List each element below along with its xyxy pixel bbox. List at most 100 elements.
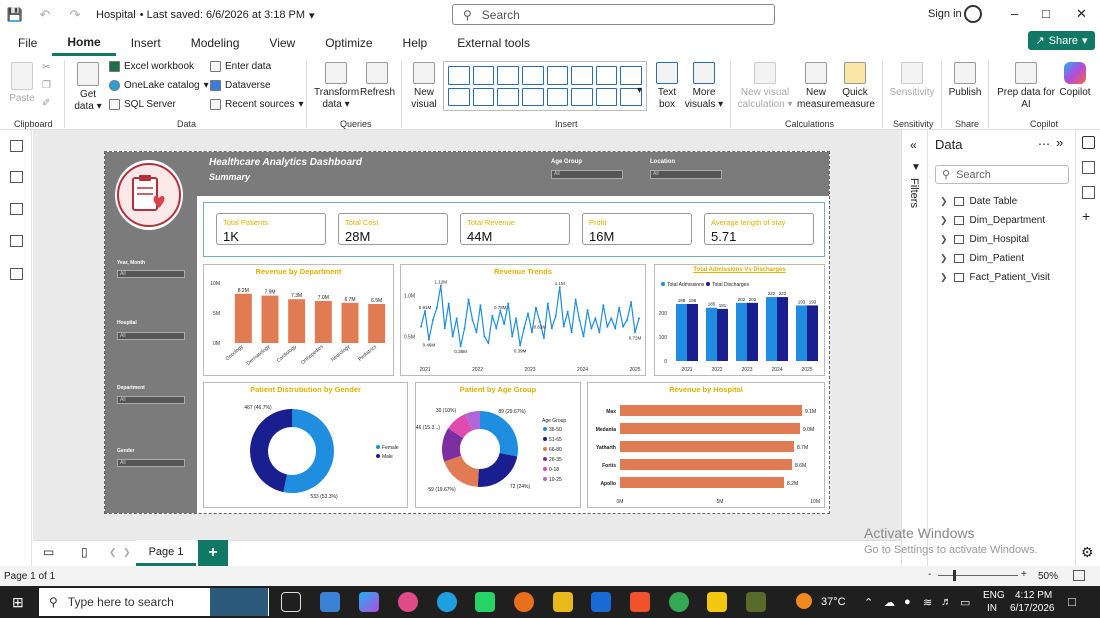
revenue-by-department-chart[interactable]: Revenue by Department 10M 5M 0M 8.2M Oncolog…	[203, 264, 394, 376]
weather-icon[interactable]	[796, 593, 812, 609]
file-explorer-icon[interactable]	[553, 592, 573, 612]
stacked-column-icon[interactable]	[472, 66, 495, 85]
excel-workbook-button[interactable]: Excel workbook	[109, 61, 194, 72]
security-icon[interactable]: ●	[904, 596, 911, 608]
kpi-card[interactable]: Total Patients 1K	[216, 213, 326, 245]
notifications-icon[interactable]: □	[1068, 594, 1076, 609]
sensitivity-button[interactable]: Sensitivity	[886, 62, 938, 99]
share-button[interactable]: ↗ Share ▾	[1028, 31, 1095, 50]
task-view-icon[interactable]	[281, 592, 301, 612]
close-icon[interactable]: ✕	[1076, 6, 1087, 21]
visualizations-pane-icon[interactable]	[1082, 161, 1095, 174]
prep-data-for-ai-button[interactable]: Prep data for AI	[995, 62, 1057, 111]
table-dim-patient[interactable]: ❯ Dim_Patient	[940, 253, 1024, 264]
save-icon[interactable]: 💾	[6, 7, 24, 22]
slicer-gender-dropdown[interactable]: All	[117, 459, 185, 467]
ribbon-chart-icon[interactable]	[448, 87, 470, 106]
treemap-icon[interactable]	[521, 87, 544, 106]
enter-data-button[interactable]: Enter data	[210, 61, 271, 72]
new-measure-button[interactable]: New measure	[797, 62, 836, 111]
minimize-icon[interactable]: –	[1011, 6, 1019, 21]
sign-in-link[interactable]: Sign in	[928, 8, 962, 20]
menu-modeling[interactable]: Modeling	[190, 36, 240, 50]
language-code[interactable]: ENG	[983, 590, 1005, 601]
report-view-icon[interactable]	[10, 140, 23, 152]
page-tab[interactable]: Page 1	[136, 540, 196, 566]
brave-icon[interactable]	[630, 592, 650, 612]
100-bar-icon[interactable]	[546, 66, 569, 85]
age-group-filter[interactable]: All	[551, 170, 623, 179]
zoom-in-icon[interactable]: +	[1021, 569, 1027, 580]
desktop-layout-icon[interactable]: ▭	[43, 545, 55, 559]
format-painter-icon[interactable]: ✐	[42, 98, 51, 109]
table-dim-department[interactable]: ❯ Dim_Department	[940, 215, 1045, 226]
revenue-by-hospital-chart[interactable]: Revenue by Hospital Max 9.1M Medanta 9.0M Ya…	[587, 382, 825, 508]
settings-gear-icon[interactable]: ⚙	[1081, 544, 1094, 560]
menu-view[interactable]: View	[269, 36, 296, 50]
app-icon[interactable]	[746, 592, 766, 612]
store-icon[interactable]	[320, 592, 340, 612]
new-visual-calculation-button[interactable]: New visual calculation ▾	[735, 62, 795, 111]
table-fact-patient-visit[interactable]: ❯ Fact_Patient_Visit	[940, 272, 1050, 283]
chevron-down-icon[interactable]: ▾	[309, 9, 315, 22]
paste-button[interactable]: Paste	[8, 62, 36, 105]
zoom-slider[interactable]	[938, 575, 1018, 576]
donut-chart-icon[interactable]	[497, 87, 519, 106]
document-title[interactable]: Hospital • Last saved: 6/6/2026 at 3:18 …	[96, 9, 315, 22]
zoom-out-icon[interactable]: -	[928, 569, 932, 580]
fit-to-page-icon[interactable]	[1073, 570, 1085, 581]
report-page[interactable]: Year, Month All Hospital All Department …	[104, 151, 830, 514]
account-avatar-icon[interactable]	[964, 5, 982, 23]
chevron-left-icon[interactable]: ❮	[109, 547, 117, 557]
visualization-gallery[interactable]	[443, 61, 647, 111]
matrix-icon[interactable]	[620, 87, 642, 106]
table-dim-hospital[interactable]: ❯ Dim_Hospital	[940, 234, 1029, 245]
more-options-icon[interactable]: ⋯	[1038, 137, 1050, 151]
stacked-bar-icon[interactable]	[448, 66, 470, 85]
gender-distribution-chart[interactable]: Patient Distrubution by Gender 533 (53.3…	[203, 382, 408, 508]
collapse-pane-icon[interactable]: «	[910, 138, 917, 152]
mobile-layout-icon[interactable]: ▯	[81, 545, 88, 559]
recent-sources-button[interactable]: Recent sources ▾	[210, 99, 304, 110]
card-icon[interactable]	[595, 87, 618, 106]
zoom-slider-thumb[interactable]	[953, 570, 956, 581]
slicer-hospital-dropdown[interactable]: All	[117, 332, 185, 340]
wifi-icon[interactable]: ≋	[923, 597, 933, 609]
format-pane-icon[interactable]	[1082, 186, 1095, 199]
new-visual-button[interactable]: New visual	[408, 62, 440, 111]
get-data-button[interactable]: Get data ▾	[72, 62, 104, 113]
table-view-icon[interactable]	[10, 171, 23, 183]
menu-help[interactable]: Help	[402, 36, 428, 50]
slicer-year-dropdown[interactable]: All	[117, 270, 185, 278]
firefox-icon[interactable]	[514, 592, 534, 612]
clustered-bar-icon[interactable]	[497, 66, 519, 85]
data-search-input[interactable]: ⚲ Search	[935, 165, 1069, 184]
language-region[interactable]: IN	[987, 603, 997, 614]
gallery-expand-icon[interactable]: ▾	[637, 85, 643, 96]
area-chart-icon[interactable]	[595, 66, 618, 85]
scatter-chart-icon[interactable]	[620, 66, 642, 85]
network-icon[interactable]: ☁	[884, 597, 895, 609]
clock-time[interactable]: 4:12 PM	[1015, 590, 1053, 601]
menu-home[interactable]: Home	[52, 30, 116, 56]
more-visuals-button[interactable]: More visuals ▾	[684, 62, 724, 111]
add-page-button[interactable]: +	[198, 540, 228, 566]
quick-measure-button[interactable]: Quick measure	[836, 62, 875, 111]
edge-icon[interactable]	[437, 592, 457, 612]
pie-chart-icon[interactable]	[472, 87, 495, 106]
add-pane-icon[interactable]: +	[1082, 208, 1091, 224]
data-pane-icon[interactable]	[1082, 136, 1095, 149]
menu-file[interactable]: File	[18, 36, 38, 50]
copilot-taskbar-icon[interactable]	[359, 592, 379, 612]
tray-chevron-up-icon[interactable]: ⌃	[864, 597, 874, 609]
chevron-right-icon[interactable]: ❯	[123, 547, 131, 557]
age-group-chart[interactable]: Patient by Age Group 89 (29.67%) 72 (24%)…	[415, 382, 581, 508]
tmdl-view-icon[interactable]	[10, 268, 23, 280]
undo-icon[interactable]: ↶	[39, 7, 51, 22]
location-filter[interactable]: All	[650, 170, 722, 179]
kpi-card[interactable]: Total Revenue 44M	[460, 213, 570, 245]
revenue-trends-chart[interactable]: Revenue Trends 1.0M 0.5M 2021 2022 2023 2024 2…	[400, 264, 646, 376]
admissions-vs-discharges-chart[interactable]: Total Admissions Vs Discharges Total Adm…	[654, 264, 825, 376]
copy-icon[interactable]: ❐	[42, 80, 51, 91]
slicer-department-dropdown[interactable]: All	[117, 396, 185, 404]
